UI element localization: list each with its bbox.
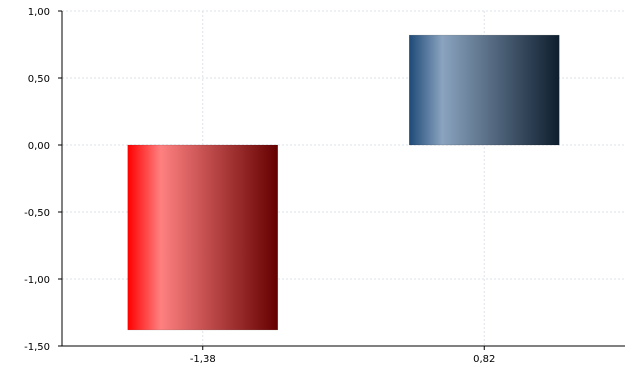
y-tick-label: -0,50 [24,208,50,219]
tick-labels: 1,00 0,50 0,00 -0,50 -1,00 -1,50 -1,38 0,82 [24,7,495,365]
y-tick-label: 0,00 [28,141,50,152]
y-tick-label: -1,50 [24,342,50,353]
y-tick-label: 0,50 [28,74,50,85]
bar-1 [409,34,560,146]
bars [127,34,560,331]
y-tick-label: -1,00 [24,275,50,286]
axes [58,10,625,350]
x-tick-label: 0,82 [473,354,495,365]
y-tick-label: 1,00 [28,7,50,18]
bar-0 [127,144,278,331]
x-tick-label: -1,38 [190,354,216,365]
